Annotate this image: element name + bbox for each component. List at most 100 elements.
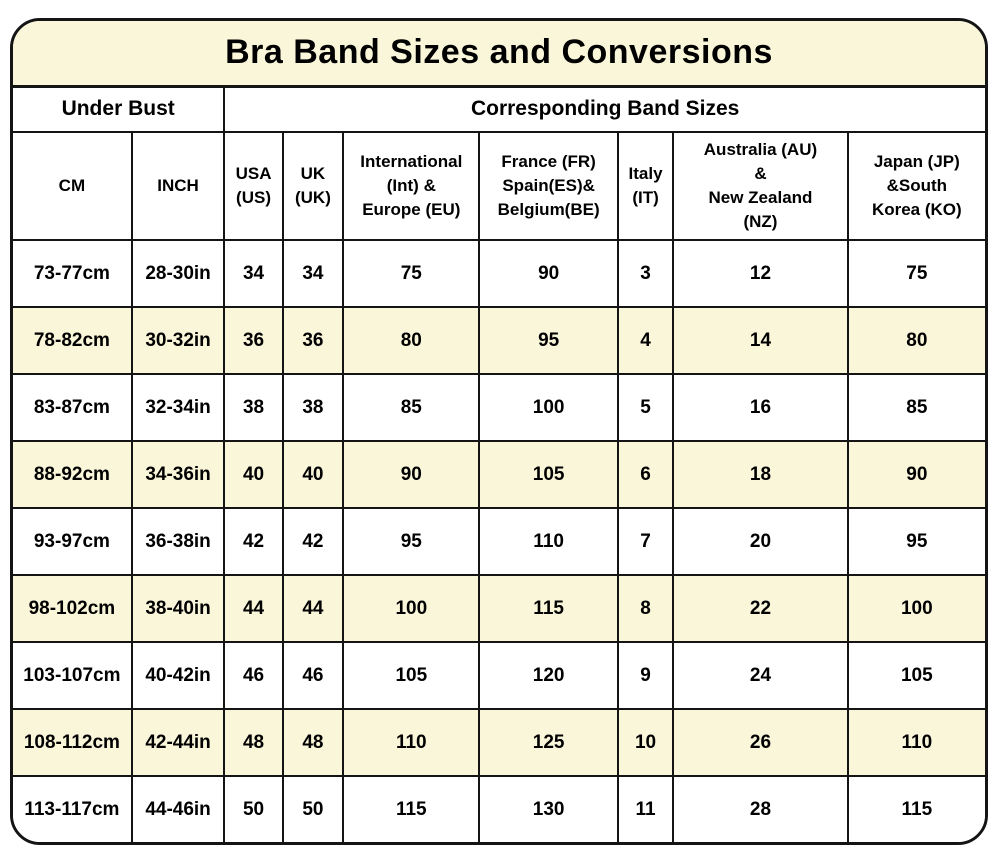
table-cell: 90 <box>478 239 619 308</box>
column-header-cm: CM <box>13 131 133 241</box>
table-cell: 7 <box>616 507 675 576</box>
table-row: 73-77cm 28-30in 34 34 75 90 3 12 75 <box>13 239 985 308</box>
table-row: 98-102cm 38-40in 44 44 100 115 8 22 100 <box>13 574 985 643</box>
table-cell: 9 <box>616 641 675 710</box>
table-cell: 16 <box>672 373 849 442</box>
table-cell: 115 <box>478 574 619 643</box>
group-header-band-sizes: Corresponding Band Sizes <box>223 85 985 133</box>
table-cell: 105 <box>846 641 985 710</box>
table-cell: 36 <box>281 306 345 375</box>
table-cell: 36-38in <box>130 507 226 576</box>
table-cell: 11 <box>616 775 675 842</box>
table-cell: 95 <box>342 507 481 576</box>
table-cell: 88-92cm <box>13 440 133 509</box>
table-cell: 38-40in <box>130 574 226 643</box>
table-cell: 44 <box>281 574 345 643</box>
column-header-eu: International (Int) & Europe (EU) <box>342 131 481 241</box>
table-row: 78-82cm 30-32in 36 36 80 95 4 14 80 <box>13 306 985 375</box>
table-cell: 3 <box>616 239 675 308</box>
table-cell: 18 <box>672 440 849 509</box>
table-cell: 85 <box>342 373 481 442</box>
table-cell: 83-87cm <box>13 373 133 442</box>
table-cell: 120 <box>478 641 619 710</box>
table-cell: 42 <box>281 507 345 576</box>
table-cell: 36 <box>223 306 284 375</box>
table-row: 108-112cm 42-44in 48 48 110 125 10 26 110 <box>13 708 985 777</box>
table-cell: 40 <box>223 440 284 509</box>
table-cell: 48 <box>223 708 284 777</box>
table-cell: 78-82cm <box>13 306 133 375</box>
table-cell: 90 <box>342 440 481 509</box>
table-cell: 34 <box>281 239 345 308</box>
table-cell: 14 <box>672 306 849 375</box>
table-cell: 26 <box>672 708 849 777</box>
table-cell: 10 <box>616 708 675 777</box>
table-cell: 32-34in <box>130 373 226 442</box>
table-cell: 95 <box>478 306 619 375</box>
table-cell: 93-97cm <box>13 507 133 576</box>
table-cell: 12 <box>672 239 849 308</box>
table-cell: 110 <box>846 708 985 777</box>
table-cell: 22 <box>672 574 849 643</box>
table-cell: 5 <box>616 373 675 442</box>
column-header-fr-es-be: France (FR) Spain(ES)& Belgium(BE) <box>478 131 619 241</box>
bra-band-size-chart: Bra Band Sizes and Conversions Under Bus… <box>10 18 988 845</box>
table-cell: 40-42in <box>130 641 226 710</box>
table-cell: 113-117cm <box>13 775 133 842</box>
table-cell: 103-107cm <box>13 641 133 710</box>
table-cell: 115 <box>846 775 985 842</box>
table-cell: 125 <box>478 708 619 777</box>
group-header-row: Under Bust Corresponding Band Sizes <box>13 85 985 133</box>
table-cell: 90 <box>846 440 985 509</box>
conversion-table: Bra Band Sizes and Conversions Under Bus… <box>13 21 985 842</box>
table-cell: 40 <box>281 440 345 509</box>
table-cell: 110 <box>342 708 481 777</box>
table-cell: 100 <box>342 574 481 643</box>
table-cell: 34 <box>223 239 284 308</box>
table-cell: 75 <box>846 239 985 308</box>
table-cell: 38 <box>281 373 345 442</box>
table-cell: 42 <box>223 507 284 576</box>
table-cell: 42-44in <box>130 708 226 777</box>
title-row: Bra Band Sizes and Conversions <box>13 21 985 88</box>
table-cell: 100 <box>846 574 985 643</box>
table-row: 103-107cm 40-42in 46 46 105 120 9 24 105 <box>13 641 985 710</box>
table-cell: 8 <box>616 574 675 643</box>
table-cell: 105 <box>478 440 619 509</box>
table-cell: 46 <box>281 641 345 710</box>
table-cell: 100 <box>478 373 619 442</box>
table-cell: 50 <box>223 775 284 842</box>
table-row: 88-92cm 34-36in 40 40 90 105 6 18 90 <box>13 440 985 509</box>
table-cell: 44 <box>223 574 284 643</box>
table-cell: 30-32in <box>130 306 226 375</box>
table-cell: 28-30in <box>130 239 226 308</box>
table-cell: 28 <box>672 775 849 842</box>
table-cell: 44-46in <box>130 775 226 842</box>
table-cell: 98-102cm <box>13 574 133 643</box>
table-cell: 50 <box>281 775 345 842</box>
table-cell: 4 <box>616 306 675 375</box>
table-cell: 24 <box>672 641 849 710</box>
column-header-au-nz: Australia (AU) & New Zealand (NZ) <box>672 131 849 241</box>
table-cell: 80 <box>342 306 481 375</box>
table-cell: 108-112cm <box>13 708 133 777</box>
group-header-under-bust: Under Bust <box>13 85 226 133</box>
table-cell: 6 <box>616 440 675 509</box>
table-cell: 73-77cm <box>13 239 133 308</box>
table-cell: 75 <box>342 239 481 308</box>
table-cell: 110 <box>478 507 619 576</box>
table-cell: 105 <box>342 641 481 710</box>
column-header-uk: UK (UK) <box>281 131 345 241</box>
table-cell: 20 <box>672 507 849 576</box>
column-header-jp-ko: Japan (JP) &South Korea (KO) <box>846 131 985 241</box>
table-row: 83-87cm 32-34in 38 38 85 100 5 16 85 <box>13 373 985 442</box>
table-cell: 38 <box>223 373 284 442</box>
table-cell: 80 <box>846 306 985 375</box>
table-cell: 95 <box>846 507 985 576</box>
table-cell: 48 <box>281 708 345 777</box>
table-cell: 115 <box>342 775 481 842</box>
table-cell: 85 <box>846 373 985 442</box>
table-cell: 130 <box>478 775 619 842</box>
table-row: 93-97cm 36-38in 42 42 95 110 7 20 95 <box>13 507 985 576</box>
table-row: 113-117cm 44-46in 50 50 115 130 11 28 115 <box>13 775 985 842</box>
